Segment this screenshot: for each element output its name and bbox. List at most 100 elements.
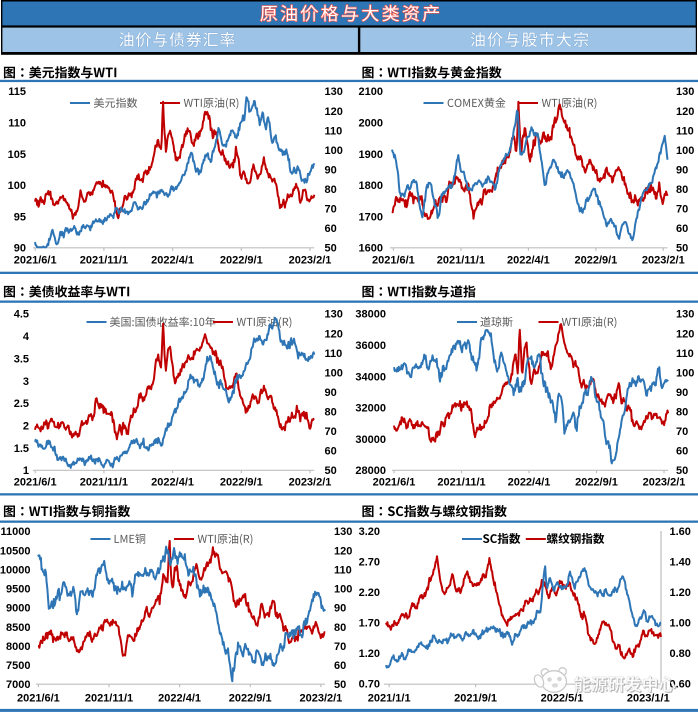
svg-text:100: 100 bbox=[676, 145, 694, 157]
svg-text:120: 120 bbox=[334, 545, 352, 557]
svg-text:2021/6/1: 2021/6/1 bbox=[14, 255, 57, 267]
svg-text:32000: 32000 bbox=[355, 403, 386, 415]
svg-text:2022/4/1: 2022/4/1 bbox=[158, 693, 201, 705]
svg-text:60: 60 bbox=[325, 223, 337, 235]
svg-text:2021/6/1: 2021/6/1 bbox=[373, 477, 416, 489]
svg-text:130: 130 bbox=[325, 309, 343, 321]
svg-text:2022/4/1: 2022/4/1 bbox=[508, 477, 551, 489]
svg-text:2021/11/1: 2021/11/1 bbox=[80, 255, 128, 267]
svg-text:80: 80 bbox=[325, 407, 337, 419]
svg-text:90: 90 bbox=[14, 243, 26, 255]
svg-text:50: 50 bbox=[334, 679, 346, 691]
svg-text:2022/9/1: 2022/9/1 bbox=[574, 255, 617, 267]
svg-text:90: 90 bbox=[325, 164, 337, 176]
svg-text:1900: 1900 bbox=[359, 149, 383, 161]
svg-text:100: 100 bbox=[325, 145, 343, 157]
svg-text:90: 90 bbox=[334, 603, 346, 615]
svg-text:2021/9/1: 2021/9/1 bbox=[454, 693, 497, 705]
svg-text:60: 60 bbox=[325, 446, 337, 458]
svg-text:60: 60 bbox=[676, 223, 688, 235]
svg-text:60: 60 bbox=[334, 660, 346, 672]
svg-text:7000: 7000 bbox=[6, 679, 30, 691]
svg-text:1.40: 1.40 bbox=[670, 557, 691, 569]
svg-text:80: 80 bbox=[676, 407, 688, 419]
svg-text:120: 120 bbox=[325, 328, 343, 340]
svg-text:2022/4/1: 2022/4/1 bbox=[507, 255, 550, 267]
svg-text:50: 50 bbox=[325, 243, 337, 255]
svg-text:4.5: 4.5 bbox=[14, 309, 29, 321]
svg-text:11000: 11000 bbox=[1, 526, 31, 538]
svg-text:2022/4/1: 2022/4/1 bbox=[151, 255, 194, 267]
svg-text:34000: 34000 bbox=[355, 371, 386, 383]
svg-text:50: 50 bbox=[676, 243, 688, 255]
svg-text:2021/6/1: 2021/6/1 bbox=[372, 255, 415, 267]
svg-text:1.70: 1.70 bbox=[359, 618, 380, 630]
svg-text:2.20: 2.20 bbox=[359, 587, 380, 599]
svg-text:115: 115 bbox=[8, 86, 26, 98]
svg-text:110: 110 bbox=[325, 125, 343, 137]
svg-text:2022/9/1: 2022/9/1 bbox=[220, 477, 263, 489]
svg-text:2023/2/1: 2023/2/1 bbox=[289, 477, 332, 489]
svg-text:70: 70 bbox=[325, 204, 337, 216]
svg-text:2000: 2000 bbox=[359, 118, 383, 130]
svg-text:60: 60 bbox=[676, 446, 688, 458]
svg-text:30000: 30000 bbox=[355, 434, 386, 446]
svg-text:2022/9/1: 2022/9/1 bbox=[220, 255, 263, 267]
svg-text:2023/2/1: 2023/2/1 bbox=[642, 255, 685, 267]
svg-text:100: 100 bbox=[325, 367, 343, 379]
svg-text:80: 80 bbox=[334, 622, 346, 634]
svg-text:105: 105 bbox=[8, 149, 26, 161]
svg-text:2023/2/1: 2023/2/1 bbox=[289, 255, 332, 267]
svg-text:9500: 9500 bbox=[6, 584, 30, 596]
svg-text:1: 1 bbox=[23, 465, 29, 477]
svg-text:4: 4 bbox=[23, 331, 30, 343]
svg-text:2021/11/1: 2021/11/1 bbox=[85, 693, 133, 705]
svg-text:2.70: 2.70 bbox=[359, 557, 380, 569]
svg-text:120: 120 bbox=[676, 328, 694, 340]
svg-text:100: 100 bbox=[334, 584, 352, 596]
svg-text:70: 70 bbox=[676, 426, 688, 438]
svg-text:2.5: 2.5 bbox=[14, 398, 29, 410]
svg-text:2021/6/1: 2021/6/1 bbox=[17, 693, 60, 705]
svg-text:10000: 10000 bbox=[0, 565, 31, 577]
svg-text:2022/9/1: 2022/9/1 bbox=[229, 693, 272, 705]
svg-text:2023/2/1: 2023/2/1 bbox=[643, 477, 686, 489]
svg-text:110: 110 bbox=[676, 348, 694, 360]
svg-text:7500: 7500 bbox=[6, 660, 30, 672]
svg-text:2021/11/1: 2021/11/1 bbox=[437, 255, 485, 267]
svg-text:110: 110 bbox=[334, 565, 352, 577]
svg-text:1.60: 1.60 bbox=[670, 526, 691, 538]
svg-text:38000: 38000 bbox=[355, 309, 386, 321]
svg-text:8500: 8500 bbox=[6, 622, 30, 634]
svg-text:130: 130 bbox=[325, 86, 343, 98]
svg-text:1700: 1700 bbox=[359, 211, 383, 223]
svg-text:1600: 1600 bbox=[359, 243, 383, 255]
svg-text:2021/6/1: 2021/6/1 bbox=[14, 477, 57, 489]
svg-text:3: 3 bbox=[23, 376, 29, 388]
svg-text:130: 130 bbox=[334, 526, 352, 538]
svg-text:70: 70 bbox=[676, 204, 688, 216]
svg-text:10500: 10500 bbox=[0, 545, 31, 557]
svg-text:8000: 8000 bbox=[6, 641, 30, 653]
svg-text:2022/5/1: 2022/5/1 bbox=[541, 693, 584, 705]
svg-text:120: 120 bbox=[325, 106, 343, 118]
svg-text:1.5: 1.5 bbox=[14, 443, 29, 455]
svg-text:70: 70 bbox=[334, 641, 346, 653]
svg-text:2023/2/1: 2023/2/1 bbox=[299, 693, 342, 705]
svg-text:100: 100 bbox=[676, 367, 694, 379]
svg-text:1800: 1800 bbox=[359, 180, 383, 192]
svg-text:130: 130 bbox=[676, 86, 694, 98]
svg-text:80: 80 bbox=[325, 184, 337, 196]
svg-text:2021/11/1: 2021/11/1 bbox=[80, 477, 128, 489]
svg-text:9000: 9000 bbox=[6, 603, 30, 615]
svg-text:90: 90 bbox=[676, 387, 688, 399]
svg-text:28000: 28000 bbox=[355, 465, 386, 477]
svg-text:2022/4/1: 2022/4/1 bbox=[151, 477, 194, 489]
svg-text:2021/1/1: 2021/1/1 bbox=[368, 693, 411, 705]
svg-text:50: 50 bbox=[325, 465, 337, 477]
svg-text:100: 100 bbox=[8, 180, 26, 192]
svg-text:1.20: 1.20 bbox=[670, 587, 691, 599]
svg-text:0.80: 0.80 bbox=[670, 648, 691, 660]
svg-text:3.5: 3.5 bbox=[14, 353, 29, 365]
svg-text:1.20: 1.20 bbox=[359, 648, 380, 660]
